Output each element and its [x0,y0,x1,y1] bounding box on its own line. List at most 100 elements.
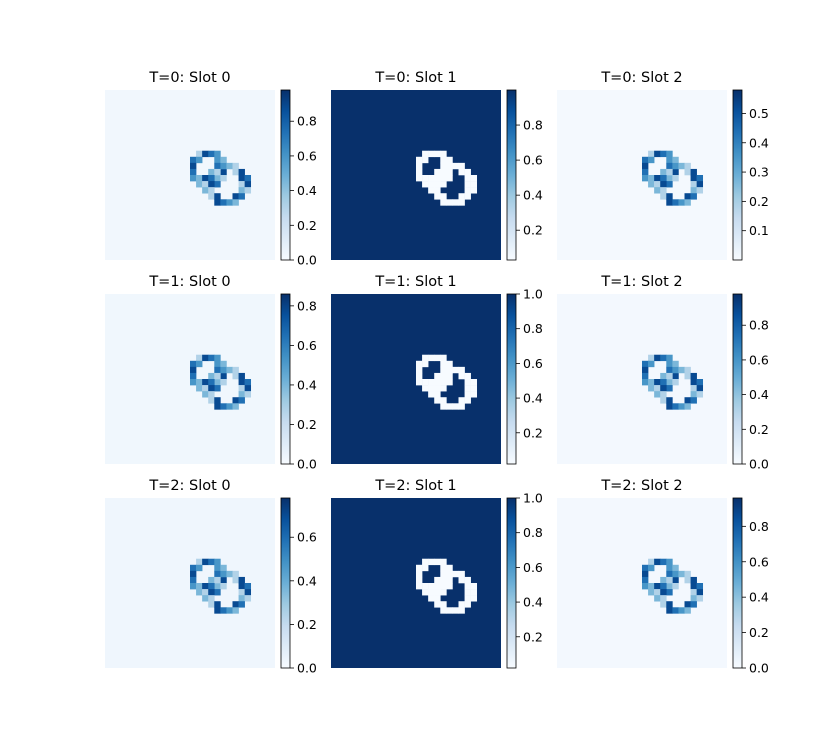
heatmap-cell [214,601,221,608]
heatmap-cell [458,397,465,404]
colorbar-tick-label: 0.6 [523,356,543,371]
heatmap-cell [446,175,453,182]
heatmap-cell [214,372,221,380]
heatmap-cell [666,193,673,200]
heatmap-cell [190,372,197,380]
heatmap-cell [666,168,673,176]
heatmap-cell [422,354,429,362]
heatmap-cell [458,168,465,176]
heatmap-cell [672,199,679,206]
heatmap-cell [232,601,239,608]
heatmap-cell [202,558,209,566]
heatmap-cell [238,193,245,200]
heatmap-cell [416,175,423,182]
heatmap-cell [214,589,221,596]
heatmap-cell [434,391,441,398]
heatmap-cell [440,372,447,380]
heatmap-cell [660,385,667,392]
heatmap-cell [232,576,239,584]
colorbar-tick-label: 0.1 [749,223,769,238]
colorbar [280,293,291,465]
heatmap-cell [238,576,245,584]
heatmap-cell [696,175,704,182]
heatmap-cell [238,181,245,188]
heatmap-cell [470,391,478,398]
heatmap-cell [464,391,471,398]
heatmap-cell [220,162,227,170]
heatmap-cell [666,397,673,404]
colorbar [280,497,291,669]
heatmap-cell [672,366,679,374]
heatmap-cell [220,583,227,590]
heatmap-cell [232,403,239,410]
heatmap-cell [690,391,697,398]
heatmap-cell [648,175,655,182]
colorbar [280,89,291,261]
heatmap-cell [642,379,649,386]
heatmap-cell [226,403,233,410]
heatmap-cell [422,360,429,368]
heatmap-cell [220,168,227,176]
colorbar-tick-label: 0.2 [749,625,769,640]
heatmap-cell [238,379,245,386]
heatmap-cell [220,360,227,368]
heatmap-cell [696,187,704,194]
heatmap-cell [190,162,197,170]
heatmap-cell [690,379,697,386]
heatmap-cell [446,156,453,164]
heatmap-cell [642,162,649,170]
heatmap-cell [196,354,203,362]
panel-5: T=1: Slot 2 0.0 0.2 0.4 0.6 0.8 [557,274,769,472]
heatmap-cell [464,187,471,194]
heatmap-cell [666,385,673,392]
heatmap-cell [696,595,704,602]
heatmap-cell [434,168,441,176]
colorbar [506,89,517,261]
heatmap-cell [440,150,447,158]
heatmap-cell [440,175,447,182]
heatmap-cell [208,601,215,608]
heatmap-cell [672,564,679,572]
heatmap-cell [666,156,673,164]
heatmap-cell [190,360,197,368]
heatmap-cell [434,385,441,392]
heatmap-cell [446,366,453,374]
heatmap-cell [642,175,649,182]
heatmap-cell [654,379,661,386]
heatmap-cell [214,162,221,170]
panel-title: T=1: Slot 0 [148,274,230,290]
heatmap-cell [190,366,197,374]
heatmap-cell [440,601,447,608]
heatmap-cell [446,403,453,410]
heatmap-cell [238,391,245,398]
heatmap-cell [648,156,655,164]
heatmap-cell [434,595,441,602]
heatmap-cell [666,589,673,596]
heatmap-cell [238,397,245,404]
heatmap-cell [660,175,667,182]
heatmap-cell [690,187,697,194]
heatmap-cell [440,397,447,404]
colorbar-tick-label: 0.0 [749,661,769,676]
heatmap-cell [654,595,661,602]
heatmap-cell [672,175,679,182]
heatmap-cell [434,193,441,200]
heatmap-cell [648,360,655,368]
heatmap-cell [196,156,203,164]
heatmap-cell [684,366,691,374]
heatmap-cell [648,589,655,596]
heatmap-cell [464,385,471,392]
heatmap-cell [690,601,697,608]
colorbar-tick-label: 0.4 [523,188,543,203]
heatmap-cell [464,397,471,404]
heatmap-cell [214,193,221,200]
heatmap-cell [666,564,673,572]
heatmap-cell [440,181,447,188]
heatmap-cell [690,576,697,584]
heatmap-cell [196,379,203,386]
heatmap-cell [416,576,423,584]
heatmap-cell [458,366,465,374]
heatmap-cell [440,576,447,584]
heatmap-cell [428,187,435,194]
